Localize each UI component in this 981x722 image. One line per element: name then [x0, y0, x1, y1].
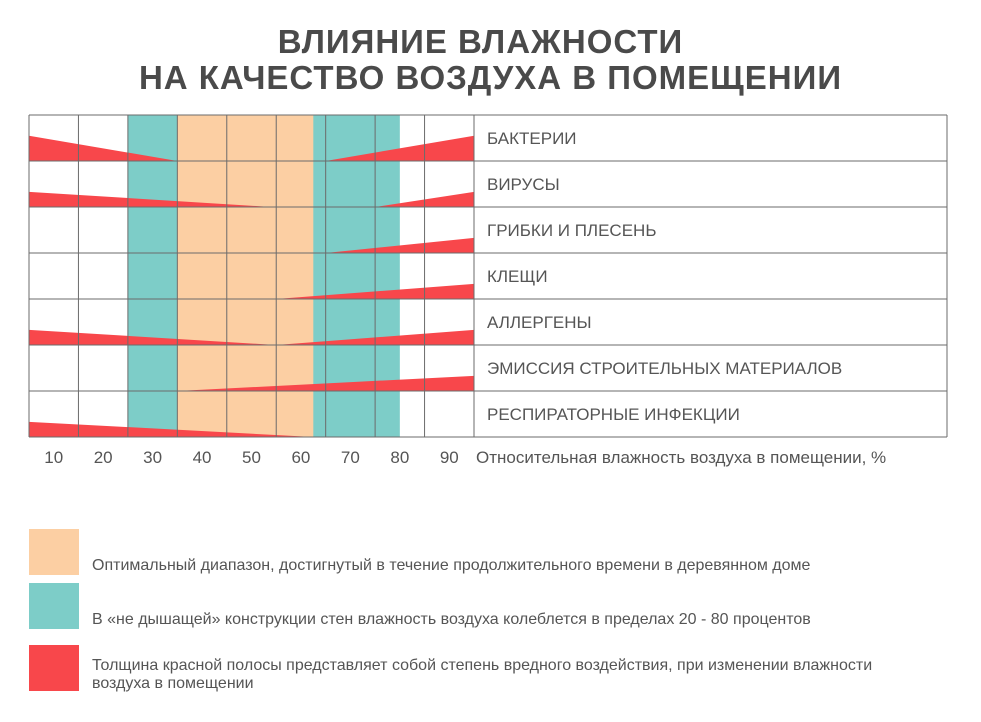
x-tick-label: 90: [440, 448, 459, 467]
row-label: АЛЛЕРГЕНЫ: [487, 313, 592, 332]
red-wedge-left: [29, 191, 272, 207]
chart-title-line-2: НА КАЧЕСТВО ВОЗДУХА В ПОМЕЩЕНИИ: [138, 59, 843, 96]
x-tick-label: 70: [341, 448, 360, 467]
legend-text-teal: В «не дышащей» конструкции стен влажност…: [92, 611, 811, 628]
red-wedge-left: [29, 421, 314, 437]
red-wedge-right: [325, 237, 474, 253]
x-tick-label: 50: [242, 448, 261, 467]
legend-swatch-red: [29, 645, 79, 691]
red-wedge-left: [29, 329, 277, 345]
optimal-band: [177, 115, 314, 437]
chart-title-line-1: ВЛИЯНИЕ ВЛАЖНОСТИ: [277, 23, 684, 60]
row-label: ЭМИССИЯ СТРОИТЕЛЬНЫХ МАТЕРИАЛОВ: [487, 359, 842, 378]
x-tick-label: 10: [44, 448, 63, 467]
x-tick-label: 40: [193, 448, 212, 467]
red-wedge-right: [375, 191, 474, 207]
x-tick-label: 60: [291, 448, 310, 467]
row-label: ВИРУСЫ: [487, 175, 560, 194]
row-label: РЕСПИРАТОРНЫЕ ИНФЕКЦИИ: [487, 405, 740, 424]
red-wedge-right: [325, 135, 474, 161]
x-axis-label: Относительная влажность воздуха в помеще…: [476, 448, 886, 467]
x-tick-label: 20: [94, 448, 113, 467]
row-label: БАКТЕРИИ: [487, 129, 577, 148]
legend-text-optimal: Оптимальный диапазон, достигнутый в тече…: [92, 557, 811, 574]
x-tick-label: 80: [390, 448, 409, 467]
legend-swatch-optimal: [29, 529, 79, 575]
red-wedge-left: [29, 135, 178, 161]
x-tick-label: 30: [143, 448, 162, 467]
row-label: ГРИБКИ И ПЛЕСЕНЬ: [487, 221, 656, 240]
row-label: КЛЕЩИ: [487, 267, 548, 286]
legend-swatch-teal: [29, 583, 79, 629]
legend-text-red: Толщина красной полосы представляет собо…: [92, 657, 873, 692]
